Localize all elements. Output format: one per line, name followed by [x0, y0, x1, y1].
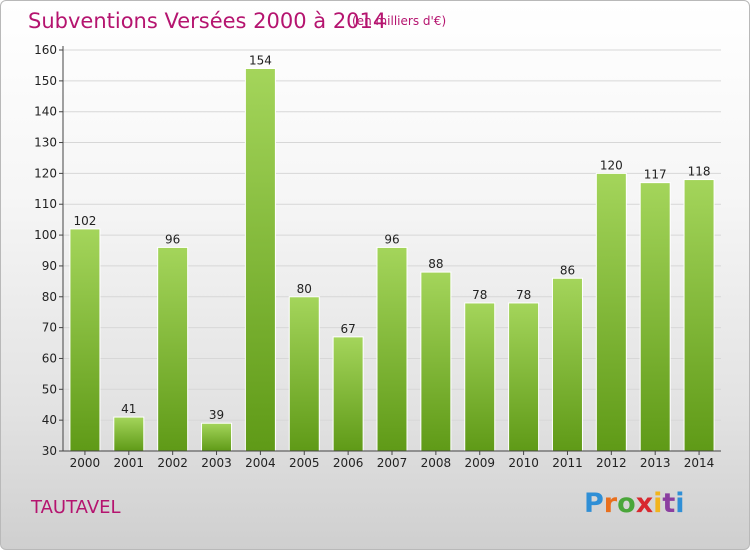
bars — [69, 68, 715, 452]
logo-letter: i — [653, 488, 663, 519]
x-tick-label: 2005 — [289, 456, 320, 470]
y-tick-label: 80 — [42, 290, 57, 304]
proxiti-logo[interactable]: Proxiti — [584, 488, 685, 519]
bar-value-label: 118 — [688, 165, 711, 179]
bar-value-label: 96 — [165, 232, 180, 246]
y-tick-label: 130 — [34, 136, 57, 150]
commune-name: TAUTAVEL — [31, 497, 121, 518]
x-tick-label: 2014 — [684, 456, 715, 470]
bar — [551, 277, 583, 452]
bar — [288, 296, 320, 452]
logo-letter: P — [584, 488, 604, 519]
bar — [639, 182, 671, 452]
y-tick-label: 120 — [34, 166, 57, 180]
y-tick-label: 70 — [42, 321, 57, 335]
y-tick-label: 30 — [42, 444, 57, 458]
y-tick-label: 40 — [42, 413, 57, 427]
y-tick-label: 110 — [34, 197, 57, 211]
x-tick-label: 2010 — [508, 456, 539, 470]
bar-value-label: 67 — [340, 322, 355, 336]
bar-value-label: 117 — [644, 168, 667, 182]
axes — [59, 46, 721, 455]
bar-value-label: 78 — [472, 288, 487, 302]
x-tick-label: 2006 — [333, 456, 364, 470]
bar — [69, 228, 101, 452]
bar — [420, 271, 452, 452]
x-tick-label: 2002 — [157, 456, 188, 470]
bar — [595, 172, 627, 452]
x-tick-label: 2003 — [201, 456, 232, 470]
chart-subtitle: (en milliers d'€) — [352, 14, 447, 28]
bar-value-label: 78 — [516, 288, 531, 302]
bar-value-label: 41 — [121, 402, 136, 416]
x-tick-label: 2000 — [70, 456, 101, 470]
bar-value-label: 120 — [600, 158, 623, 172]
y-tick-label: 140 — [34, 105, 57, 119]
x-tick-label: 2012 — [596, 456, 627, 470]
x-tick-label: 2008 — [421, 456, 452, 470]
bar — [244, 68, 276, 452]
x-tick-label: 2011 — [552, 456, 583, 470]
x-tick-label: 2009 — [464, 456, 495, 470]
bar — [113, 416, 145, 452]
y-tick-label: 100 — [34, 228, 57, 242]
bar-value-label: 102 — [73, 214, 96, 228]
chart-title: Subventions Versées 2000 à 2014 — [28, 9, 387, 33]
logo-letter: o — [617, 488, 636, 519]
y-tick-label: 160 — [34, 43, 57, 57]
x-tick-label: 2007 — [377, 456, 408, 470]
x-tick-label: 2004 — [245, 456, 276, 470]
bar-value-label: 154 — [249, 54, 272, 68]
x-tick-label: 2001 — [114, 456, 145, 470]
logo-letter: t — [662, 488, 676, 519]
logo-letter: x — [635, 488, 654, 519]
bar-value-label: 86 — [560, 263, 575, 277]
y-tick-label: 90 — [42, 259, 57, 273]
logo-letter: i — [675, 488, 685, 519]
bar-value-label: 39 — [209, 408, 224, 422]
labels: 30 40 50 60 70 80 90 100 110 120 130 140 150 160 102 20… — [34, 43, 714, 470]
x-tick-label: 2013 — [640, 456, 671, 470]
logo-letter: r — [603, 488, 618, 519]
bar — [464, 302, 496, 452]
y-tick-label: 50 — [42, 382, 57, 396]
bar-value-label: 88 — [428, 257, 443, 271]
bar — [508, 302, 540, 452]
y-tick-label: 60 — [42, 351, 57, 365]
bar — [683, 179, 715, 452]
bar — [157, 246, 189, 452]
bar-value-label: 96 — [384, 232, 399, 246]
bar — [332, 336, 364, 452]
y-tick-label: 150 — [34, 74, 57, 88]
bar — [376, 246, 408, 452]
bar — [201, 422, 233, 452]
bar-value-label: 80 — [297, 282, 312, 296]
